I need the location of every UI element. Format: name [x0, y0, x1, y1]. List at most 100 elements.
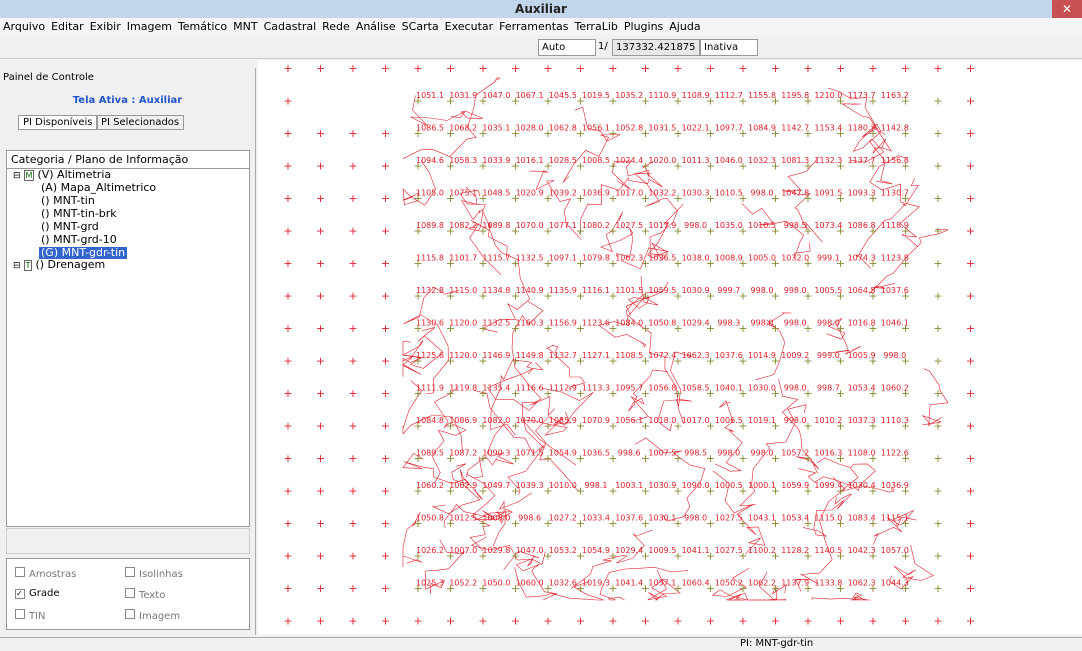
tree-leaf[interactable]: () MNT-grd — [39, 221, 113, 233]
grid-value: 998.6 — [618, 449, 641, 458]
grid-value: 1195.8 — [781, 91, 809, 100]
option-label: Isolinhas — [139, 569, 183, 580]
grid-cross: + — [381, 387, 390, 400]
tree-leaf[interactable]: () MNT-tin-brk — [39, 208, 119, 220]
grid-cross: + — [283, 550, 292, 563]
grid-cross: + — [706, 517, 715, 530]
option[interactable]: Imagem — [125, 609, 180, 622]
grid-value: 1056.8 — [648, 384, 676, 393]
grid-value: 1073.4 — [814, 221, 842, 230]
menu-item[interactable]: SCarta — [402, 20, 439, 33]
grid-value: 1079.8 — [582, 254, 610, 263]
grid-value: 1060.4 — [682, 579, 710, 588]
grid-value: 1057.1 — [648, 579, 676, 588]
option[interactable]: Isolinhas — [125, 567, 183, 580]
menu-item[interactable]: Executar — [445, 20, 494, 33]
grid-cross: + — [283, 257, 292, 270]
grid-value: 1132.7 — [549, 351, 577, 360]
grid-value: 1030.3 — [682, 189, 710, 198]
grid-value: 1097.1 — [549, 254, 577, 263]
menu-item[interactable]: Ajuda — [669, 20, 700, 33]
tree-leaf[interactable]: () MNT-grd-10 — [39, 234, 119, 246]
grid-cross: + — [966, 517, 975, 530]
option[interactable]: ✓Grade — [15, 588, 60, 599]
menu-item[interactable]: Plugins — [624, 20, 663, 33]
tab[interactable]: PI Disponíveis — [18, 115, 98, 130]
grid-cross: + — [316, 387, 325, 400]
menu-item[interactable]: TerraLib — [574, 20, 617, 33]
grid-value: 1051.1 — [416, 91, 444, 100]
grid-value: 1153.4 — [814, 124, 842, 133]
grid-value: 999.1 — [817, 254, 840, 263]
grid-value: 1032.3 — [748, 156, 776, 165]
grid-value: 1086.5 — [416, 124, 444, 133]
tree-node[interactable]: ⊟T() Drenagem — [7, 259, 249, 271]
grid-value: 1097.7 — [715, 124, 743, 133]
grid-value: 1010.5 — [715, 189, 743, 198]
grid-value: 1123.6 — [582, 319, 610, 328]
grid-value: 1054.9 — [582, 546, 610, 555]
grid-cross: + — [966, 582, 975, 595]
option[interactable]: Amostras — [15, 567, 76, 580]
menu-item[interactable]: Temático — [178, 20, 227, 33]
close-button[interactable]: ✕ — [1052, 0, 1082, 18]
grid-value: 1010.2 — [814, 416, 842, 425]
tree-body: ⊟M(V) Altimetria(A) Mapa_Altimetrico() M… — [7, 169, 249, 271]
menu-item[interactable]: Arquivo — [3, 20, 45, 33]
grid-value: 1080.2 — [582, 221, 610, 230]
tree-leaf[interactable]: (A) Mapa_Altimetrico — [39, 182, 158, 194]
grid-cross: + — [868, 62, 877, 75]
grid-value: 1019.3 — [582, 579, 610, 588]
option[interactable]: Texto — [125, 588, 165, 601]
grid-value: 1017.0 — [615, 189, 643, 198]
menu-item[interactable]: Ferramentas — [499, 20, 568, 33]
menu-item[interactable]: Análise — [356, 20, 396, 33]
mode-select[interactable]: Auto — [538, 39, 596, 56]
grid-value: 1045.5 — [549, 91, 577, 100]
grid-value: 1115.0 — [814, 514, 842, 523]
menu-item[interactable]: Rede — [322, 20, 350, 33]
grid-value: 1032.2 — [648, 189, 676, 198]
grid-value: 1052.2 — [449, 579, 477, 588]
grid-cross: + — [413, 615, 422, 628]
grid-value: 998.0 — [784, 384, 807, 393]
grid-cross: + — [283, 225, 292, 238]
tree-leaf[interactable]: () MNT-tin — [39, 195, 113, 207]
menu-item[interactable]: Exibir — [90, 20, 121, 33]
grid-value: 1030.0 — [748, 384, 776, 393]
grid-cross: + — [348, 420, 357, 433]
grid-cross: + — [316, 485, 325, 498]
menu-item[interactable]: Editar — [51, 20, 84, 33]
grid-value: 998.0 — [751, 189, 774, 198]
menu-item[interactable]: Cadastral — [264, 20, 317, 33]
option[interactable]: TIN — [15, 609, 46, 622]
tab[interactable]: PI Selecionados — [96, 115, 184, 130]
menu-item[interactable]: MNT — [233, 20, 257, 33]
tree-node[interactable]: ⊟M(V) Altimetria — [7, 169, 249, 181]
grid-value: 998.0 — [751, 449, 774, 458]
grid-value: 1005.0 — [748, 254, 776, 263]
control-panel: Painel de Controle Tela Ativa : Auxiliar… — [0, 68, 256, 635]
grid-value: 1070.0 — [516, 221, 544, 230]
grid-cross: + — [966, 387, 975, 400]
grid-cross: + — [316, 355, 325, 368]
grid-cross: + — [316, 257, 325, 270]
grid-cross: + — [283, 387, 292, 400]
state-select[interactable]: Inativa — [700, 39, 758, 56]
grid-value: 1053.4 — [781, 514, 809, 523]
grid-value: 1108.0 — [848, 449, 876, 458]
grid-value: 1009.5 — [648, 546, 676, 555]
contour-line — [488, 369, 545, 449]
grid-value: 1009.2 — [781, 351, 809, 360]
grid-cross: + — [511, 62, 520, 75]
grid-cross: + — [966, 550, 975, 563]
grid-value: 1007.0 — [449, 546, 477, 555]
grid-cross: + — [966, 127, 975, 140]
scale-field[interactable]: 137332.421875 — [612, 39, 700, 56]
grid-value: 1053.2 — [549, 546, 577, 555]
grid-value: 1111.9 — [416, 384, 444, 393]
menu-item[interactable]: Imagem — [127, 20, 172, 33]
grid-cross: + — [316, 517, 325, 530]
scale-prefix: 1/ — [598, 41, 608, 52]
grid-cross: + — [836, 62, 845, 75]
